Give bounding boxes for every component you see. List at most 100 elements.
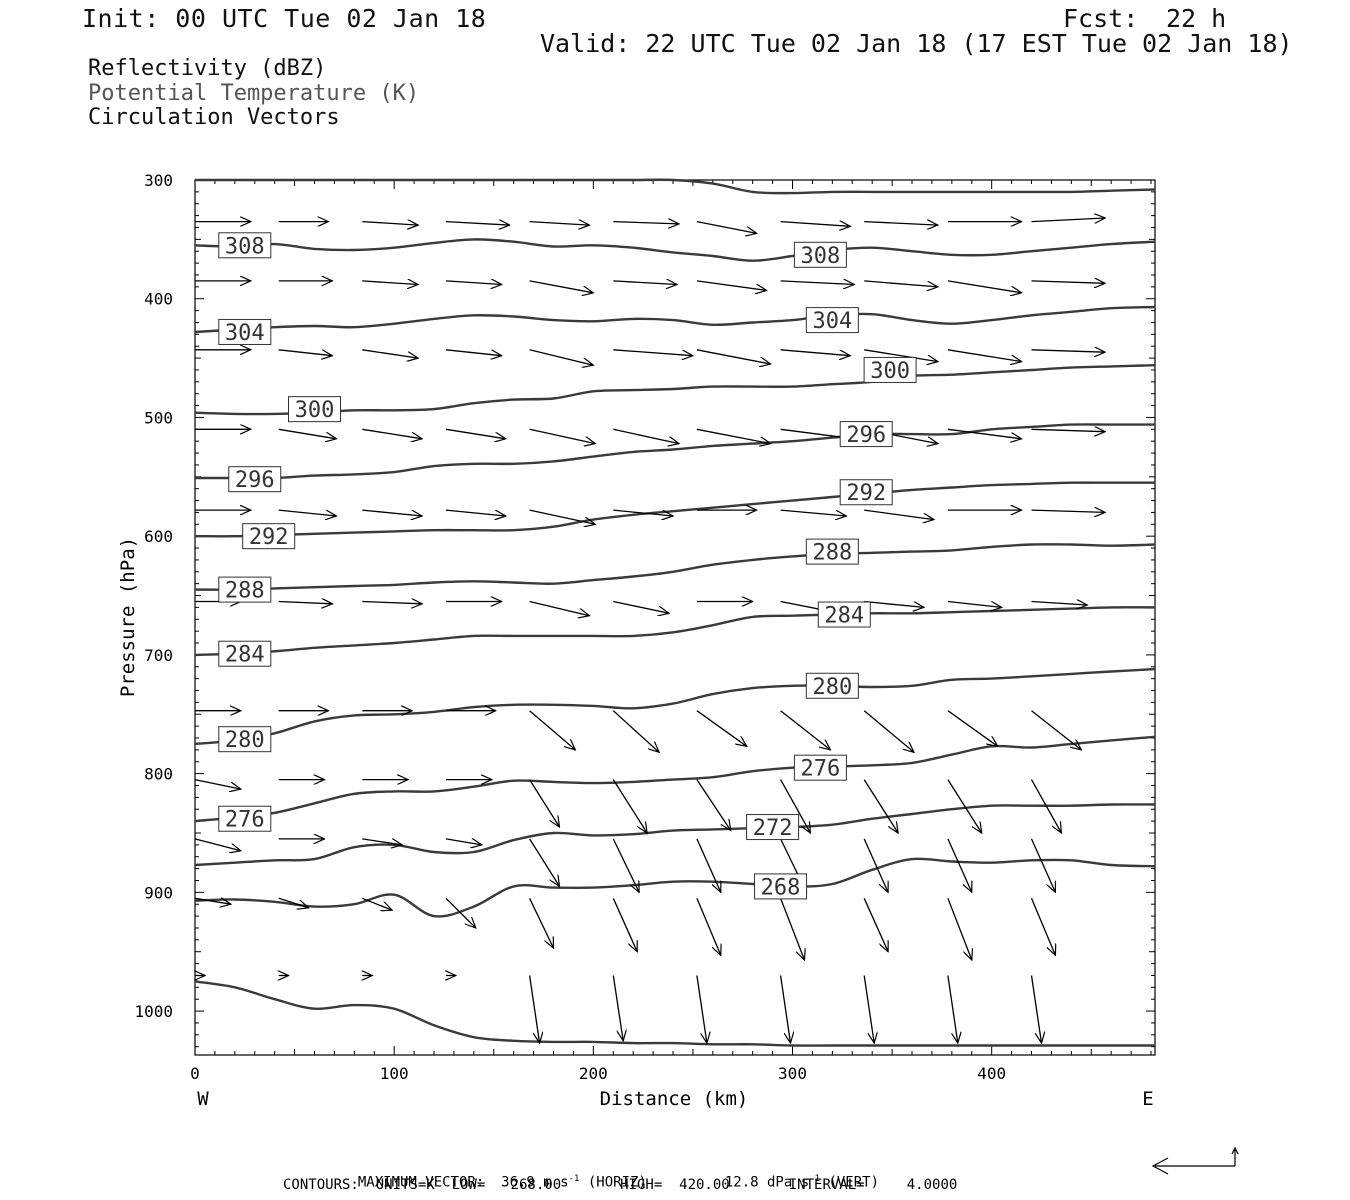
theta-contours — [194, 178, 1156, 1047]
circulation-vector — [278, 602, 333, 604]
circulation-vector — [362, 509, 422, 516]
x-axis-east-label: E — [1142, 1088, 1153, 1110]
circulation-vector — [696, 838, 721, 892]
field-potential-temperature: Potential Temperature (K) — [88, 81, 420, 106]
circulation-vector — [1031, 429, 1106, 431]
contour-label: 268 — [761, 875, 801, 900]
circulation-vector — [445, 222, 510, 226]
circulation-vector — [780, 710, 831, 750]
circulation-vector — [863, 898, 888, 951]
circulation-vector — [529, 349, 594, 365]
circulation-vector — [362, 897, 392, 910]
contour-label-box — [793, 754, 847, 781]
circulation-vector — [947, 710, 998, 747]
circulation-vector — [529, 779, 560, 827]
contour-label: 280 — [812, 675, 852, 700]
contour-label-box — [228, 466, 282, 493]
vert-value: 12.8 dPa s — [724, 1174, 810, 1191]
contour-label-box — [218, 576, 272, 603]
circulation-vector — [529, 838, 560, 887]
circulation-vector — [362, 222, 418, 226]
max-vector-text: MAXIMUM VECTOR: 36.9 m s — [357, 1174, 569, 1191]
circulation-vector — [947, 975, 958, 1044]
circulation-vector — [613, 222, 679, 224]
circulation-vector — [529, 600, 590, 616]
contour-label: 300 — [870, 359, 910, 384]
circulation-vector — [864, 509, 934, 519]
circulation-vector — [613, 600, 669, 614]
circulation-vector — [194, 778, 241, 790]
init-time: Init: 00 UTC Tue 02 Jan 18 — [82, 4, 487, 33]
contour-label: 292 — [846, 481, 886, 506]
circulation-vector — [1030, 838, 1056, 892]
circulation-vector — [1031, 710, 1082, 750]
theta-contour — [194, 238, 1156, 262]
vert-unit-exponent: -1 — [809, 1174, 820, 1184]
circulation-vector — [947, 428, 1022, 439]
circulation-vector — [445, 839, 482, 845]
theta-contour — [195, 423, 1155, 480]
circulation-vector — [1031, 602, 1088, 606]
contour-label: 272 — [753, 816, 793, 841]
circulation-vector — [612, 710, 659, 753]
theta-contour — [194, 543, 1156, 591]
y-tick-label: 900 — [144, 883, 173, 902]
circulation-vector — [278, 509, 337, 516]
circulation-vector — [612, 838, 639, 892]
circulation-vector — [529, 898, 554, 948]
plot-frame — [194, 179, 1156, 1056]
circulation-vector — [529, 280, 594, 293]
contours-info: CONTOURS: UNITS=K LOW= 268.00 HIGH= 420.… — [283, 1177, 958, 1193]
circulation-vector — [612, 779, 647, 833]
circulation-vector — [612, 898, 637, 951]
contour-label-box — [242, 523, 296, 550]
contour-label: 288 — [225, 579, 265, 604]
circulation-vector — [1031, 350, 1106, 352]
circulation-vector — [780, 349, 851, 356]
circulation-vector — [613, 509, 673, 516]
circulation-vector — [780, 222, 851, 227]
theta-contour — [195, 178, 1156, 195]
circulation-vector — [1031, 281, 1106, 283]
circulation-vector — [864, 222, 938, 226]
circulation-vector — [947, 349, 1022, 362]
circulation-vector — [864, 349, 938, 362]
circulation-vector — [1030, 975, 1042, 1044]
theta-contour — [194, 735, 1156, 823]
circulation-vector — [863, 838, 888, 892]
contour-label: 308 — [801, 244, 841, 269]
reference-vector — [1151, 1146, 1239, 1175]
circulation-vector — [696, 280, 767, 291]
contour-label-box — [839, 421, 893, 448]
circulation-vector — [863, 710, 914, 753]
x-tick-label: 100 — [380, 1064, 409, 1083]
circulation-vector — [194, 838, 241, 851]
theta-contour — [194, 305, 1156, 334]
circulation-vector — [696, 975, 707, 1044]
contour-label: 296 — [235, 468, 275, 493]
contour-label-box — [793, 241, 847, 268]
contour-label: 308 — [225, 234, 265, 259]
theta-contour — [194, 364, 1156, 416]
circulation-vector — [947, 600, 1002, 608]
axis-ticks — [194, 179, 1155, 1055]
contour-label-box — [817, 601, 871, 628]
contour-labels: 308 308 304 304 300 300 296 296 292 292 288 288 284 2… — [218, 232, 917, 900]
max-vector-line: MAXIMUM VECTOR: 36.9 m s-1 (HORIZ) 12.8 d… — [341, 1158, 879, 1191]
circulation-vector — [696, 428, 771, 443]
contour-label: 288 — [812, 541, 852, 566]
theta-contour — [194, 857, 1156, 918]
circulation-vector — [445, 281, 502, 285]
valid-time: Valid: 22 UTC Tue 02 Jan 18 (17 EST Tue … — [540, 29, 1293, 58]
contour-label-box — [218, 318, 272, 345]
theta-contour — [194, 980, 1155, 1047]
y-tick-label: 1000 — [134, 1002, 173, 1021]
circulation-vector — [780, 779, 811, 833]
circulation-vector — [362, 602, 422, 604]
circulation-vector — [947, 280, 1022, 293]
circulation-vector — [362, 281, 418, 285]
axis-labels: Pressure (hPa) Distance (km) W E 0 100 200… — [117, 171, 1154, 1110]
circulation-vector — [696, 779, 731, 831]
forecast-hour: 22 h — [1166, 4, 1227, 33]
